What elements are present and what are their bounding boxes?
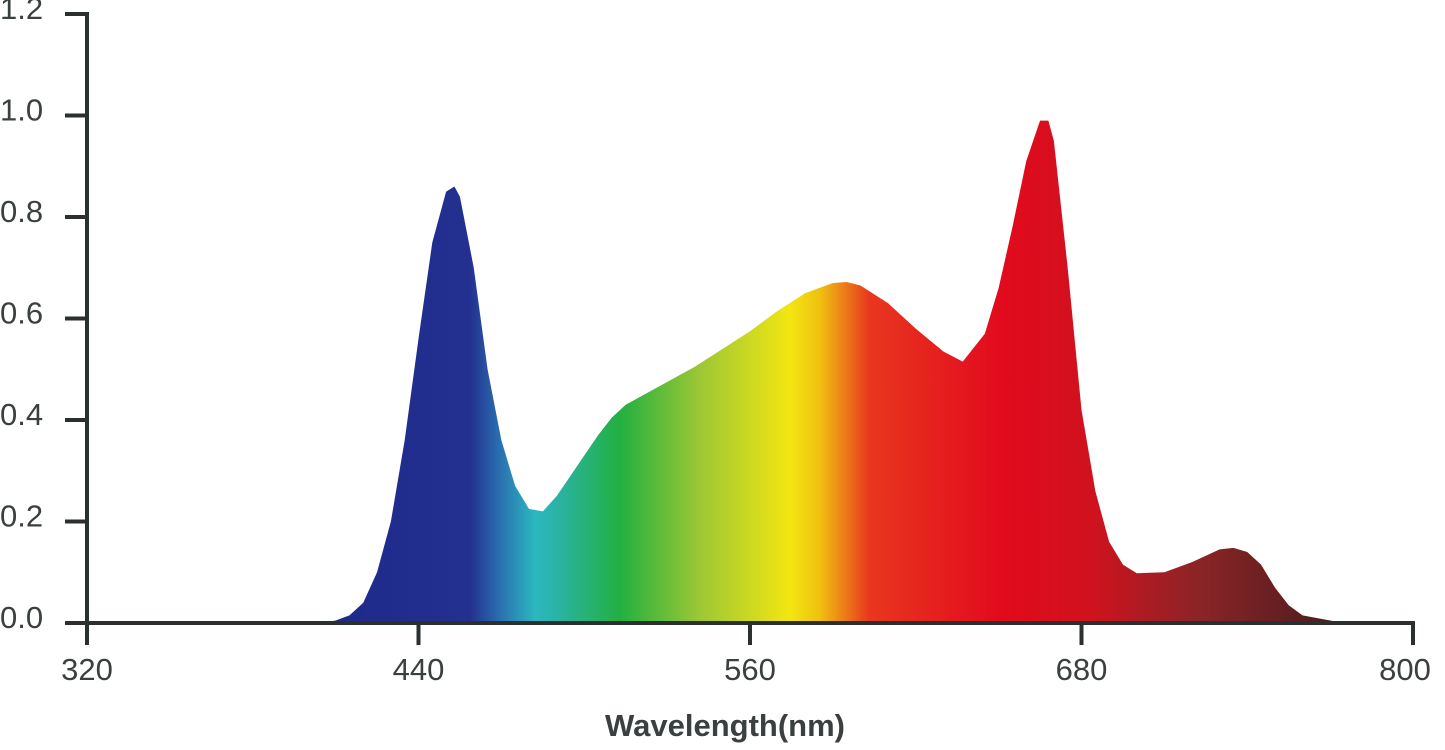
- y-tick-label: 0.6: [0, 296, 43, 331]
- y-tick-label: 1.2: [0, 0, 43, 26]
- x-tick-label: 320: [61, 652, 113, 687]
- x-axis-label: Wavelength(nm): [605, 708, 845, 743]
- y-tick-label: 0.2: [0, 499, 43, 534]
- x-tick-label: 440: [393, 652, 445, 687]
- x-tick-label: 680: [1056, 652, 1108, 687]
- y-tick-label: 1.0: [0, 93, 43, 128]
- y-tick-label: 0.4: [0, 397, 43, 432]
- y-tick-label: 0.8: [0, 194, 43, 229]
- spectrum-area: [321, 120, 1344, 623]
- x-tick-label: 800: [1379, 652, 1431, 687]
- x-tick-label: 560: [724, 652, 776, 687]
- y-tick-label: 0.0: [0, 600, 43, 635]
